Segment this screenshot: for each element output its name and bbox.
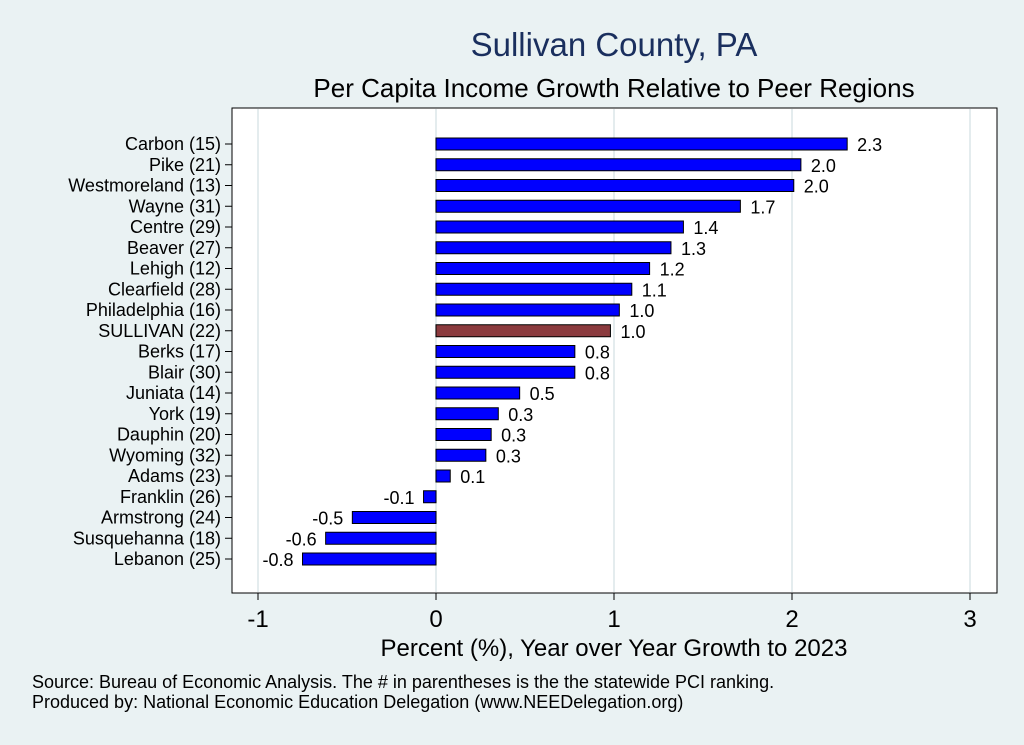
produced-by-note: Produced by: National Economic Education… — [32, 692, 684, 712]
value-label: 2.0 — [804, 177, 829, 197]
value-label: -0.8 — [262, 550, 293, 570]
value-label: 0.5 — [530, 384, 555, 404]
x-tick-label: 2 — [785, 606, 798, 633]
value-label: -0.1 — [384, 488, 415, 508]
bar — [435, 282, 633, 296]
category-label: Franklin (26) — [120, 487, 221, 507]
x-axis-ticks: -1 0 1 2 3 — [247, 593, 977, 633]
source-note: Source: Bureau of Economic Analysis. The… — [32, 672, 775, 692]
bar — [435, 179, 795, 192]
value-label: 1.0 — [620, 322, 645, 342]
bar — [435, 303, 620, 317]
category-label: Susquehanna (18) — [73, 528, 221, 548]
bar — [435, 241, 672, 255]
bar — [435, 324, 611, 338]
category-label: Carbon (15) — [125, 134, 221, 154]
category-label: Westmoreland (13) — [68, 176, 221, 196]
category-label: Lebanon (25) — [114, 549, 221, 569]
value-label: 2.3 — [857, 135, 882, 155]
x-tick-label: 1 — [607, 606, 620, 633]
value-label: 1.1 — [642, 280, 667, 300]
category-label: Wyoming (32) — [109, 445, 221, 465]
value-label: 1.7 — [750, 197, 775, 217]
category-label: Berks (17) — [138, 342, 221, 362]
bar — [435, 407, 499, 421]
bar — [435, 428, 492, 441]
category-labels: Carbon (15)Pike (21)Westmoreland (13)Way… — [68, 134, 232, 569]
category-label: Dauphin (20) — [117, 425, 221, 445]
value-label: 0.3 — [508, 405, 533, 425]
x-tick-label: -1 — [247, 606, 268, 633]
category-label: Philadelphia (16) — [86, 300, 221, 320]
category-label: SULLIVAN (22) — [98, 321, 221, 341]
bar — [302, 552, 437, 566]
category-label: Beaver (27) — [127, 238, 221, 258]
bar — [435, 220, 684, 234]
category-label: Blair (30) — [148, 362, 221, 382]
x-axis-label: Percent (%), Year over Year Growth to 20… — [381, 635, 848, 662]
value-labels: 2.32.02.01.71.41.31.21.11.01.00.80.80.50… — [262, 135, 882, 570]
bar — [435, 386, 521, 400]
bar — [435, 469, 451, 483]
value-label: -0.6 — [286, 529, 317, 549]
bars — [302, 137, 848, 566]
bar — [435, 345, 576, 358]
bar — [435, 137, 848, 151]
value-label: 0.8 — [585, 363, 610, 383]
value-label: 2.0 — [811, 156, 836, 176]
category-label: Centre (29) — [130, 217, 221, 237]
value-label: 1.2 — [660, 260, 685, 280]
bar — [435, 448, 487, 462]
category-label: Juniata (14) — [126, 383, 221, 403]
value-label: -0.5 — [312, 509, 343, 529]
chart-title: Sullivan County, PA — [470, 26, 758, 63]
bar — [351, 511, 437, 524]
bar — [325, 531, 437, 545]
category-label: Wayne (31) — [129, 196, 221, 216]
bar — [423, 490, 437, 504]
x-tick-label: 0 — [429, 606, 442, 633]
value-label: 1.0 — [629, 301, 654, 321]
value-label: 1.4 — [693, 218, 718, 238]
category-label: Pike (21) — [149, 155, 221, 175]
category-label: Armstrong (24) — [101, 508, 221, 528]
bar — [435, 365, 576, 379]
category-label: Clearfield (28) — [108, 279, 221, 299]
category-label: York (19) — [149, 404, 221, 424]
x-tick-label: 3 — [963, 606, 976, 633]
value-label: 0.3 — [496, 446, 521, 466]
bar — [435, 158, 802, 172]
value-label: 0.1 — [460, 467, 485, 487]
value-label: 1.3 — [681, 239, 706, 259]
value-label: 0.3 — [501, 426, 526, 446]
chart-subtitle: Per Capita Income Growth Relative to Pee… — [313, 73, 915, 103]
category-label: Lehigh (12) — [130, 259, 221, 279]
category-label: Adams (23) — [128, 466, 221, 486]
bar — [435, 199, 741, 213]
bar — [435, 262, 651, 275]
value-label: 0.8 — [585, 343, 610, 363]
